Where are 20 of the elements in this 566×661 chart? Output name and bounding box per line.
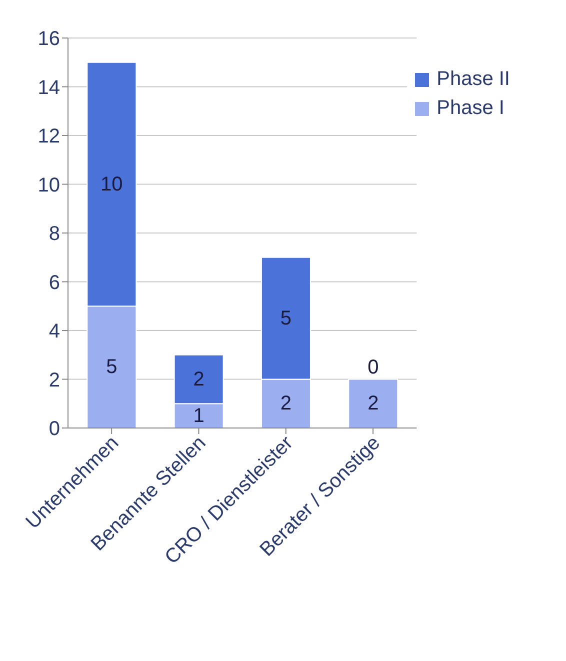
y-tick-label: 6 bbox=[48, 272, 60, 294]
data-label: 10 bbox=[100, 173, 123, 196]
data-label: 2 bbox=[280, 392, 292, 415]
bar bbox=[348, 378, 398, 428]
y-tick-label: 2 bbox=[48, 369, 60, 392]
y-tick-label: 8 bbox=[48, 223, 60, 246]
y-tick-label: 10 bbox=[38, 174, 60, 196]
y-tick-label: 16 bbox=[38, 28, 60, 50]
data-label: 5 bbox=[280, 307, 292, 330]
legend-label: Phase II bbox=[436, 68, 510, 91]
legend-label: Phase I bbox=[436, 97, 506, 120]
y-tick-label: 0 bbox=[48, 418, 60, 440]
data-label: 1 bbox=[193, 404, 204, 427]
data-label: 2 bbox=[193, 368, 204, 390]
y-tick-label: 4 bbox=[48, 320, 60, 343]
y-tick-label: 14 bbox=[38, 76, 60, 99]
data-label: 2 bbox=[368, 392, 379, 415]
data-label: 5 bbox=[106, 356, 118, 378]
y-tick-label: 12 bbox=[38, 126, 60, 148]
data-label: 0 bbox=[368, 356, 379, 378]
